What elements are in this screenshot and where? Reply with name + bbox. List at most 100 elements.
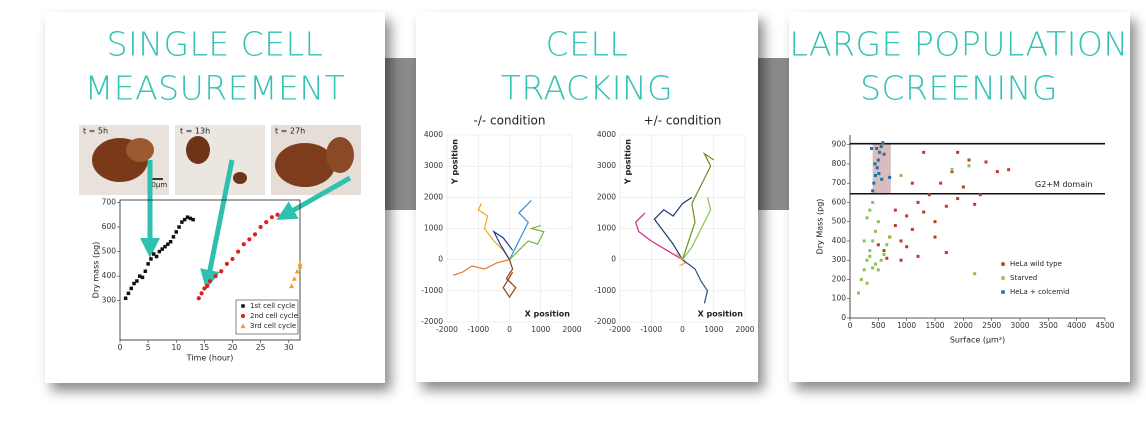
point xyxy=(874,229,877,233)
x-tick-label: 500 xyxy=(871,321,886,330)
point xyxy=(879,145,883,149)
point xyxy=(950,170,954,174)
y-tick-label: 1000 xyxy=(597,224,616,233)
point xyxy=(910,181,914,185)
point xyxy=(872,181,876,185)
image-label: t = 5h xyxy=(83,127,108,136)
point xyxy=(219,269,224,274)
y-tick-label: 100 xyxy=(832,294,847,303)
y-tick-label: 4000 xyxy=(597,130,616,139)
card xyxy=(789,12,1130,382)
point xyxy=(888,235,892,239)
y-tick-label: 4000 xyxy=(424,130,443,139)
point xyxy=(135,279,139,283)
x-tick-label: 3500 xyxy=(1039,321,1058,330)
y-tick-label: 0 xyxy=(438,255,443,264)
point xyxy=(191,217,195,222)
point xyxy=(163,244,167,249)
point xyxy=(177,225,181,229)
cell xyxy=(126,138,154,162)
y-tick-label: 300 xyxy=(832,255,847,264)
point xyxy=(905,245,909,249)
card xyxy=(416,12,758,382)
chart-title: +/- condition xyxy=(644,114,722,128)
legend-marker xyxy=(1001,290,1005,294)
point xyxy=(297,261,303,266)
arrow xyxy=(276,175,352,220)
point xyxy=(944,204,948,208)
x-tick-label: 1000 xyxy=(897,321,916,330)
x-axis-label: X position xyxy=(698,310,744,319)
x-tick-label: -1000 xyxy=(640,325,662,334)
y-tick-label: 300 xyxy=(102,296,117,305)
point xyxy=(126,291,131,296)
cell xyxy=(275,143,335,187)
point xyxy=(294,268,300,274)
point xyxy=(865,281,869,285)
point xyxy=(140,275,145,280)
point xyxy=(865,216,869,220)
y-tick-label: 200 xyxy=(832,274,847,283)
y-axis-label: Y position xyxy=(451,139,460,185)
legend-label: 1st cell cycle xyxy=(250,302,295,310)
x-tick-label: 20 xyxy=(228,343,238,352)
card xyxy=(45,12,385,383)
x-tick-label: 2000 xyxy=(954,321,973,330)
legend-marker xyxy=(1001,262,1005,266)
point xyxy=(236,249,241,254)
legend-label: Starved xyxy=(1010,274,1037,282)
image-label: t = 27h xyxy=(275,127,305,136)
point xyxy=(933,220,937,224)
point xyxy=(899,258,903,262)
point xyxy=(871,239,875,243)
legend-label: HeLa + colcemid xyxy=(1010,288,1070,296)
x-tick-label: 4500 xyxy=(1095,321,1114,330)
point xyxy=(956,150,960,154)
point xyxy=(123,296,128,300)
point xyxy=(868,249,872,253)
point xyxy=(202,286,207,291)
panel-title: SINGLE CELL xyxy=(107,25,324,64)
point xyxy=(152,252,156,256)
point xyxy=(916,254,920,258)
y-axis-label: Dry Mass (pg) xyxy=(816,199,825,255)
y-tick-label: 0 xyxy=(611,255,616,264)
legend-marker xyxy=(241,304,245,308)
point xyxy=(910,227,914,231)
point xyxy=(995,170,999,174)
x-tick-label: -1000 xyxy=(467,325,489,334)
x-tick-label: 10 xyxy=(171,343,181,352)
point xyxy=(973,272,977,276)
x-tick-label: 3000 xyxy=(1010,321,1029,330)
point xyxy=(882,152,886,156)
point xyxy=(132,281,136,286)
panel-title: CELL xyxy=(546,25,629,64)
point xyxy=(252,232,258,237)
point xyxy=(876,268,880,272)
x-tick-label: 5 xyxy=(146,343,151,352)
x-tick-label: 1000 xyxy=(531,325,550,334)
point xyxy=(297,263,303,269)
trajectory xyxy=(682,197,712,261)
trajectory xyxy=(508,200,532,260)
x-axis-label: Surface (µm²) xyxy=(950,336,1005,345)
y-tick-label: -2000 xyxy=(594,317,616,326)
point xyxy=(875,146,879,150)
trajectory xyxy=(675,253,687,267)
x-axis-label: X position xyxy=(525,310,571,319)
x-tick-label: 0 xyxy=(507,325,512,334)
point xyxy=(881,141,885,145)
point xyxy=(893,208,897,212)
trajectory xyxy=(492,229,514,260)
y-tick-label: 600 xyxy=(832,197,847,206)
point xyxy=(967,164,971,168)
x-tick-label: 30 xyxy=(284,343,294,352)
trajectory xyxy=(502,259,517,299)
microscopy-images: 40µm xyxy=(79,125,361,195)
point xyxy=(275,212,280,217)
x-tick-label: 1500 xyxy=(925,321,944,330)
point xyxy=(871,189,875,193)
point xyxy=(879,258,883,262)
